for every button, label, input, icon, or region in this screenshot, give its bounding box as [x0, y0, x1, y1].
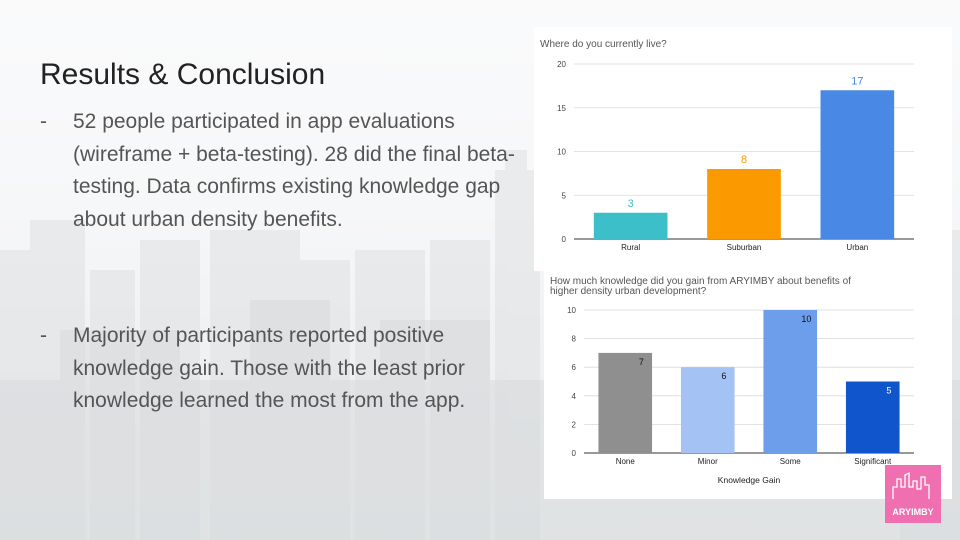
bar-none	[598, 352, 653, 453]
data-label: 3	[628, 198, 634, 210]
data-label: 7	[639, 357, 644, 367]
y-tick-label: 5	[562, 191, 567, 200]
y-tick-label: 8	[572, 335, 577, 344]
y-tick-label: 2	[572, 420, 577, 429]
bar-urban	[820, 90, 895, 239]
logo-text: ARYIMBY	[892, 507, 934, 517]
y-tick-label: 6	[572, 363, 577, 372]
data-label: 17	[851, 75, 863, 87]
y-tick-label: 15	[557, 104, 566, 113]
skyline-logo-icon	[892, 471, 930, 499]
x-tick-label: Suburban	[727, 243, 762, 252]
x-tick-label: Some	[780, 457, 801, 466]
bar-rural	[593, 212, 668, 239]
residence-chart-card: Where do you currently live? 0 5 10 15 20 3 Rur…	[534, 27, 952, 271]
data-label: 5	[886, 386, 891, 396]
x-axis-title: Knowledge Gain	[718, 475, 781, 485]
chart-title: How much knowledge did you gain from ARY…	[550, 276, 851, 287]
bullet-marker: -	[40, 110, 47, 133]
x-tick-label: Rural	[621, 243, 640, 252]
bullet-item: - Majority of participants reported posi…	[40, 320, 530, 418]
x-tick-label: Urban	[846, 243, 868, 252]
bullet-marker: -	[40, 324, 47, 347]
y-tick-label: 0	[572, 449, 577, 458]
data-label: 8	[741, 154, 747, 166]
aryimby-logo: ARYIMBY	[885, 465, 941, 523]
chart-title: higher density urban development?	[550, 286, 707, 297]
knowledge-chart-card: How much knowledge did you gain from ARY…	[544, 271, 952, 499]
bullet-list: - 52 people participated in app evaluati…	[40, 106, 530, 418]
x-tick-label: None	[616, 457, 636, 466]
y-tick-label: 20	[557, 60, 566, 69]
bullet-text: Majority of participants reported positi…	[73, 324, 466, 412]
y-tick-label: 4	[572, 392, 577, 401]
data-label: 10	[801, 314, 811, 324]
bar-some	[763, 310, 818, 453]
bar-suburban	[707, 169, 781, 239]
y-tick-label: 0	[562, 235, 567, 244]
knowledge-gain-bar-chart: How much knowledge did you gain from ARY…	[550, 276, 914, 485]
bullet-text: 52 people participated in app evaluation…	[73, 110, 515, 231]
slide-title: Results & Conclusion	[40, 58, 326, 91]
bar-significant	[845, 381, 900, 453]
x-tick-label: Minor	[698, 457, 718, 466]
bullet-item: - 52 people participated in app evaluati…	[40, 106, 530, 236]
bar-minor	[680, 367, 735, 453]
residence-bar-chart: Where do you currently live? 0 5 10 15 20 3 Rur…	[540, 39, 914, 252]
y-tick-label: 10	[557, 148, 566, 157]
data-label: 6	[721, 371, 726, 381]
y-tick-label: 10	[567, 306, 576, 315]
x-tick-label: Significant	[854, 457, 892, 466]
chart-title: Where do you currently live?	[540, 39, 667, 50]
